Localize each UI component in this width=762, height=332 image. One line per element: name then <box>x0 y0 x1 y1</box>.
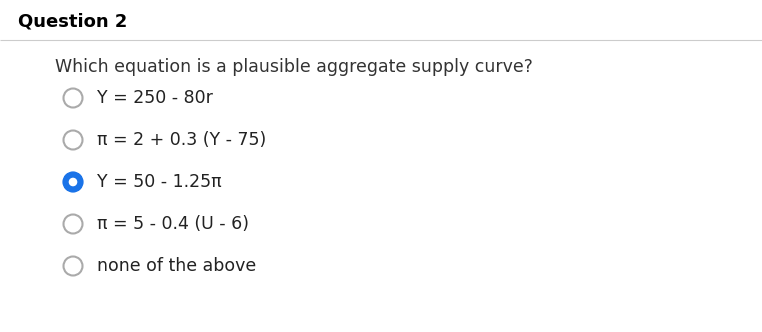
Text: π = 5 - 0.4 (U - 6): π = 5 - 0.4 (U - 6) <box>97 215 249 233</box>
Text: Which equation is a plausible aggregate supply curve?: Which equation is a plausible aggregate … <box>55 58 533 76</box>
Circle shape <box>63 257 82 276</box>
Text: π = 2 + 0.3 (Y - 75): π = 2 + 0.3 (Y - 75) <box>97 131 266 149</box>
Circle shape <box>63 130 82 149</box>
Text: Y = 50 - 1.25π: Y = 50 - 1.25π <box>97 173 222 191</box>
Circle shape <box>63 214 82 233</box>
Circle shape <box>69 178 77 186</box>
Text: none of the above: none of the above <box>97 257 256 275</box>
Text: Y = 250 - 80r: Y = 250 - 80r <box>97 89 213 107</box>
Text: Question 2: Question 2 <box>18 13 127 31</box>
Circle shape <box>63 173 82 192</box>
Circle shape <box>63 89 82 108</box>
